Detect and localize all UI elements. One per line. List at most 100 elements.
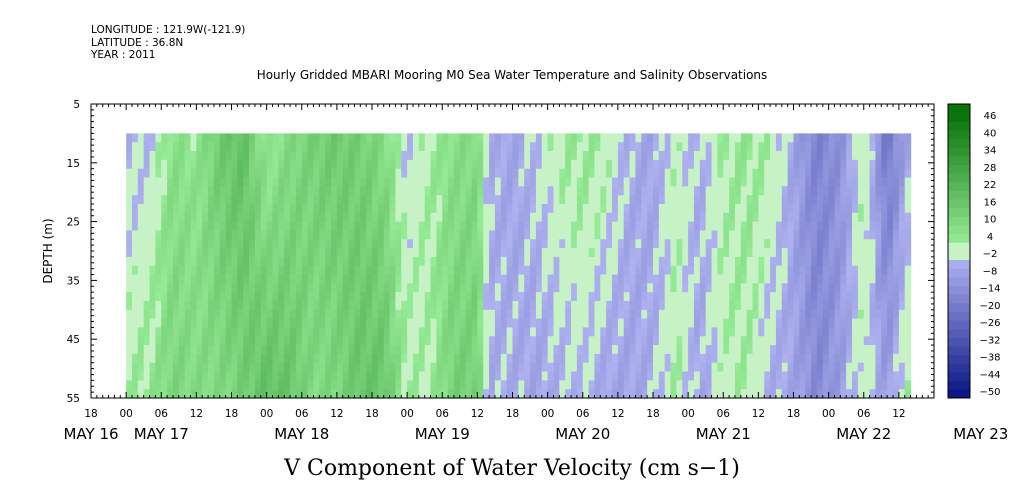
heat-cell — [225, 230, 233, 240]
heat-cell — [249, 203, 256, 214]
heat-cell — [301, 345, 309, 355]
heat-cell — [904, 186, 912, 196]
heat-cell — [442, 168, 449, 179]
heat-cell — [635, 380, 642, 390]
heat-cell — [582, 283, 590, 293]
heat-cell — [559, 248, 566, 258]
heat-cell — [202, 300, 209, 311]
heat-cell — [682, 151, 689, 161]
heat-cell — [448, 230, 455, 240]
heat-cell — [623, 133, 631, 143]
heat-cell — [559, 168, 566, 179]
heat-cell — [898, 371, 906, 381]
heat-cell — [237, 212, 244, 223]
heat-cell — [676, 300, 683, 311]
heat-cell — [196, 159, 203, 170]
heat-cell — [816, 195, 824, 205]
heat-cell — [483, 248, 490, 258]
heat-cell — [857, 309, 865, 320]
heat-cell — [494, 380, 502, 390]
heat-cell — [834, 389, 841, 399]
heat-cell — [489, 274, 496, 284]
heat-cell — [787, 300, 795, 311]
heat-cell — [541, 389, 549, 399]
heat-cell — [412, 389, 420, 399]
heat-cell — [448, 380, 455, 390]
heat-cell — [237, 256, 244, 267]
heat-cell — [717, 142, 724, 152]
heat-cell — [904, 345, 912, 355]
heat-cell — [729, 274, 736, 284]
heat-cell — [863, 133, 871, 143]
heat-cell — [453, 327, 461, 337]
heat-cell — [506, 274, 514, 284]
heat-cell — [213, 168, 221, 179]
heat-cell — [319, 362, 326, 373]
heat-cell — [816, 353, 824, 364]
heat-cell — [653, 380, 660, 390]
heat-cell — [676, 239, 683, 249]
heat-cell — [705, 221, 713, 232]
heat-cell — [699, 292, 707, 302]
heat-cell — [342, 142, 350, 152]
heat-cell — [805, 248, 812, 258]
heat-cell — [705, 292, 713, 302]
heat-cell — [249, 318, 256, 329]
heat-cell — [612, 212, 619, 223]
heat-cell — [904, 159, 912, 170]
heat-cell — [366, 327, 373, 337]
heat-cell — [465, 283, 473, 293]
heat-cell — [506, 300, 514, 311]
heat-cell — [857, 212, 865, 223]
heat-cell — [489, 292, 496, 302]
heat-cell — [606, 380, 613, 390]
heat-cell — [161, 212, 168, 223]
heat-cell — [734, 283, 742, 293]
heat-cell — [535, 133, 543, 143]
heat-cell — [770, 159, 777, 170]
heat-cell — [770, 186, 777, 196]
heat-cell — [202, 151, 209, 161]
heat-cell — [793, 327, 800, 337]
heat-cell — [366, 265, 373, 276]
heat-cell — [372, 203, 379, 214]
heat-cell — [172, 345, 180, 355]
heat-cell — [535, 142, 543, 152]
heat-cell — [126, 142, 133, 152]
heat-cell — [506, 186, 514, 196]
heat-cell — [875, 151, 882, 161]
heat-cell — [805, 221, 812, 232]
heat-cell — [366, 203, 373, 214]
heat-cell — [641, 151, 648, 161]
heat-cell — [313, 318, 320, 329]
heat-cell — [354, 133, 361, 143]
heat-cell — [512, 318, 519, 329]
heat-cell — [225, 221, 233, 232]
heat-cell — [600, 177, 607, 187]
heat-cell — [811, 230, 818, 240]
heat-cell — [202, 256, 209, 267]
heat-cell — [541, 177, 549, 187]
heat-cell — [530, 362, 537, 373]
heat-cell — [471, 151, 478, 161]
heat-cell — [734, 177, 742, 187]
heat-cell — [196, 151, 203, 161]
heat-cell — [898, 230, 906, 240]
heat-cell — [588, 318, 596, 329]
heat-cell — [494, 353, 502, 364]
heat-cell — [805, 159, 812, 170]
heat-cell — [852, 256, 859, 267]
heat-cell — [811, 300, 818, 311]
heat-cell — [383, 283, 391, 293]
heat-cell — [178, 203, 186, 214]
heat-cell — [576, 142, 584, 152]
heat-cell — [149, 195, 156, 205]
heat-cell — [565, 389, 572, 399]
heat-cell — [272, 371, 279, 381]
heat-cell — [770, 195, 777, 205]
heat-cell — [617, 292, 625, 302]
y-tick-label: 5 — [73, 99, 80, 111]
heat-cell — [600, 168, 607, 179]
heat-cell — [541, 168, 549, 179]
heat-cell — [342, 256, 350, 267]
